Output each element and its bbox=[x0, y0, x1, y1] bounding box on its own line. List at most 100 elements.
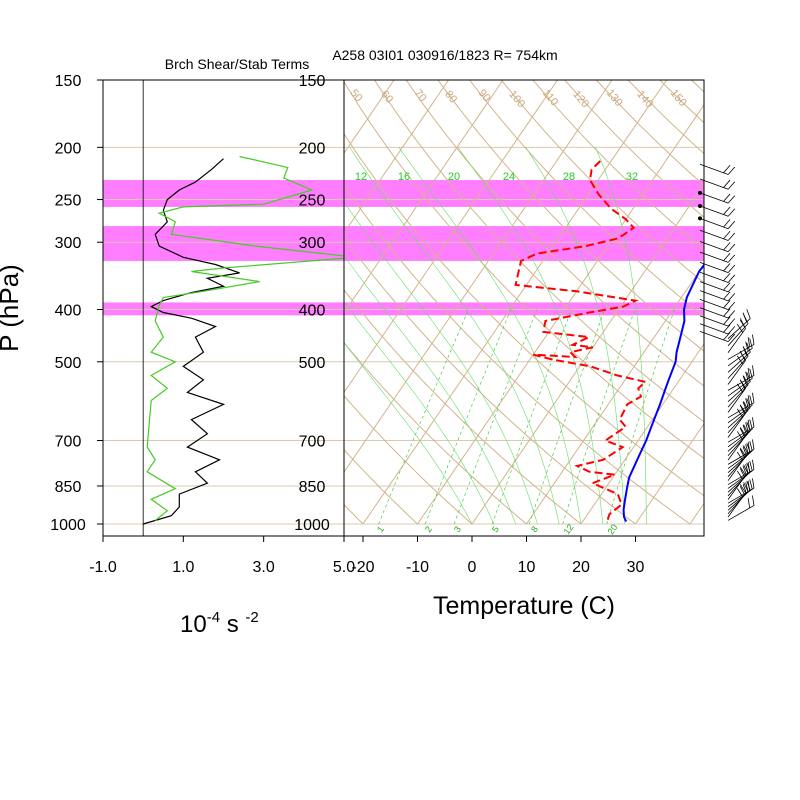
dry-adiabat-label: 110 bbox=[540, 87, 560, 108]
wind-barb bbox=[727, 466, 746, 500]
wind-barb bbox=[698, 216, 736, 230]
barb-feather bbox=[739, 428, 746, 438]
mixing-ratio-line bbox=[562, 309, 636, 525]
wind-barb bbox=[727, 464, 749, 497]
isotherm bbox=[0, 80, 285, 524]
dry-adiabat-label: 130 bbox=[604, 87, 625, 109]
barb-feather bbox=[723, 263, 731, 272]
y-tick-label-left: 850 bbox=[55, 479, 82, 496]
moist-adiabat-label: 16 bbox=[398, 171, 410, 183]
y-tick-label-right: 700 bbox=[299, 434, 326, 451]
dry-adiabat bbox=[344, 449, 418, 525]
wind-barb bbox=[698, 204, 736, 217]
wind-barb bbox=[727, 319, 746, 353]
barb-feather bbox=[745, 341, 749, 352]
barb-feather bbox=[723, 242, 731, 251]
barb-feather bbox=[723, 291, 731, 300]
barb-staff bbox=[699, 229, 729, 241]
wind-barb bbox=[699, 251, 736, 263]
shear-stab-series-1 bbox=[146, 155, 344, 521]
chart-title: A258 03I01 030916/1823 R= 754km bbox=[332, 47, 557, 63]
barb-feather bbox=[736, 408, 744, 418]
right-x-tick-label: 30 bbox=[627, 559, 645, 576]
right-x-tick-label: -10 bbox=[406, 559, 429, 576]
barb-feather bbox=[743, 401, 749, 411]
y-tick-label-right: 150 bbox=[299, 73, 326, 90]
barb-staff bbox=[727, 347, 753, 367]
barb-feather bbox=[746, 372, 751, 382]
barb-staff bbox=[727, 402, 755, 419]
isotherm bbox=[344, 80, 395, 155]
barb-feather bbox=[739, 484, 746, 494]
barb-feather bbox=[736, 488, 744, 498]
barb-feather bbox=[727, 208, 736, 217]
barb-pennant bbox=[698, 190, 702, 195]
barb-feather bbox=[746, 398, 751, 408]
wind-barb bbox=[727, 398, 751, 429]
dry-adiabat bbox=[374, 80, 704, 423]
barb-staff bbox=[727, 407, 751, 429]
wind-barb bbox=[699, 178, 736, 190]
barb-feather bbox=[727, 301, 736, 310]
left-panel-title: Brch Shear/Stab Terms bbox=[165, 56, 309, 72]
wind-barb bbox=[699, 241, 736, 253]
shear-stab-panel bbox=[102, 79, 345, 537]
mixing-ratio-line bbox=[491, 309, 572, 525]
right-x-tick-label: 0 bbox=[468, 559, 477, 576]
barb-feather bbox=[739, 468, 746, 478]
barb-feather bbox=[745, 398, 749, 409]
wind-barb bbox=[699, 271, 736, 283]
barb-feather bbox=[745, 422, 749, 433]
barb-feather bbox=[727, 220, 736, 229]
y-tick-label-left: 150 bbox=[55, 73, 82, 90]
isotherm bbox=[344, 80, 613, 473]
dry-adiabat bbox=[0, 80, 200, 524]
dry-adiabat bbox=[755, 80, 800, 524]
isotherm bbox=[471, 183, 704, 525]
isotherm bbox=[362, 80, 667, 525]
mixing-ratio-label: 2 bbox=[423, 524, 434, 534]
barb-feather bbox=[727, 264, 736, 273]
barb-feather bbox=[747, 498, 751, 509]
barb-feather bbox=[727, 232, 736, 241]
barb-feather bbox=[736, 323, 744, 333]
y-tick-label-right: 200 bbox=[299, 140, 326, 157]
isotherm bbox=[0, 80, 176, 524]
isotherm bbox=[635, 422, 704, 525]
wind-barb bbox=[727, 427, 746, 461]
barb-feather bbox=[727, 166, 736, 175]
wind-barb bbox=[699, 330, 736, 342]
moist-adiabat bbox=[344, 342, 473, 525]
barb-feather bbox=[736, 470, 744, 480]
barb-feather bbox=[749, 479, 753, 490]
barb-feather bbox=[739, 449, 746, 459]
moist-adiabat bbox=[525, 147, 625, 525]
barb-feather bbox=[723, 193, 731, 202]
y-tick-label-left: 250 bbox=[55, 193, 82, 210]
y-tick-label-right: 300 bbox=[299, 235, 326, 252]
barb-feather bbox=[747, 336, 751, 347]
dry-adiabat bbox=[344, 395, 473, 525]
barb-feather bbox=[723, 272, 731, 282]
barb-feather bbox=[727, 310, 736, 319]
barb-feather bbox=[752, 459, 755, 470]
moist-adiabat bbox=[344, 201, 538, 525]
barb-feather bbox=[747, 367, 751, 378]
barb-feather bbox=[739, 319, 746, 329]
barb-feather bbox=[727, 274, 736, 283]
barb-feather bbox=[745, 444, 749, 454]
dry-adiabat bbox=[344, 289, 582, 525]
barb-pennant bbox=[698, 204, 702, 209]
right-x-tick-label: -20 bbox=[351, 559, 374, 576]
y-tick-label-right: 400 bbox=[299, 303, 326, 320]
dry-adiabat-label: 70 bbox=[412, 87, 429, 104]
barb-feather bbox=[739, 466, 746, 476]
wind-barb bbox=[699, 229, 736, 241]
barb-staff bbox=[727, 375, 755, 391]
isotherm bbox=[526, 263, 704, 525]
barb-staff bbox=[727, 384, 749, 408]
barb-feather bbox=[742, 446, 747, 457]
stability-band bbox=[344, 226, 704, 261]
barb-feather bbox=[739, 447, 746, 457]
left-x-tick-label: 3.0 bbox=[253, 559, 275, 576]
